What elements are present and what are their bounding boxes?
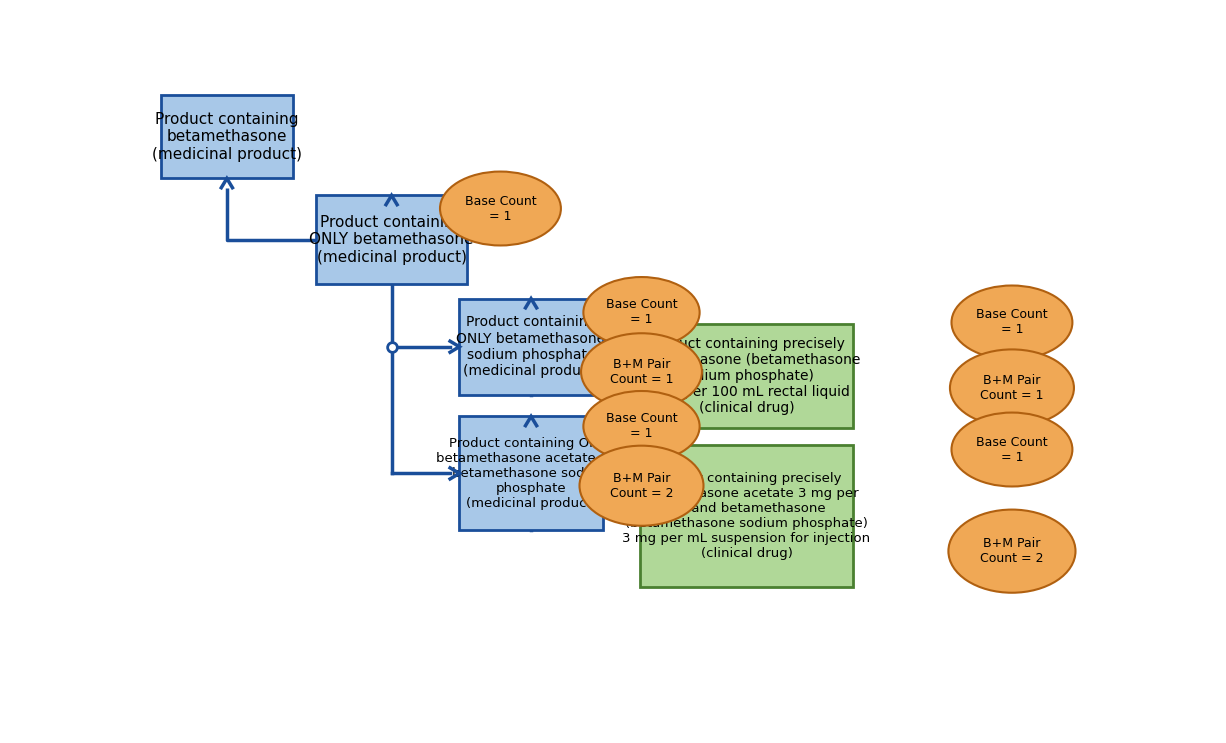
Ellipse shape	[440, 172, 562, 245]
FancyBboxPatch shape	[640, 324, 853, 428]
Text: B+M Pair
Count = 2: B+M Pair Count = 2	[981, 537, 1043, 565]
Text: Base Count
= 1: Base Count = 1	[976, 308, 1048, 337]
FancyBboxPatch shape	[460, 299, 603, 395]
Text: B+M Pair
Count = 2: B+M Pair Count = 2	[609, 472, 673, 500]
FancyBboxPatch shape	[316, 195, 467, 284]
Text: Base Count
= 1: Base Count = 1	[606, 299, 677, 326]
Ellipse shape	[581, 334, 702, 410]
Text: B+M Pair
Count = 1: B+M Pair Count = 1	[981, 374, 1043, 402]
Text: Product containing
ONLY betamethasone
(medicinal product): Product containing ONLY betamethasone (m…	[309, 215, 473, 265]
Ellipse shape	[950, 349, 1074, 426]
FancyBboxPatch shape	[161, 95, 293, 178]
Text: Base Count
= 1: Base Count = 1	[465, 195, 536, 222]
FancyBboxPatch shape	[460, 416, 603, 531]
Text: Product containing precisely
betamethasone acetate 3 mg per
mL and betamethasone: Product containing precisely betamethaso…	[623, 472, 870, 560]
Ellipse shape	[949, 510, 1075, 593]
Text: Product containing ONLY
betamethasone acetate and
betamethasone sodium
phosphate: Product containing ONLY betamethasone ac…	[436, 437, 625, 510]
Text: Base Count
= 1: Base Count = 1	[976, 435, 1048, 464]
Text: Product containing precisely
betamethasone (betamethasone
sodium phosphate)
5 mg: Product containing precisely betamethaso…	[633, 337, 861, 415]
Text: Product containing
ONLY betamethasone
sodium phosphate
(medicinal product): Product containing ONLY betamethasone so…	[456, 316, 606, 378]
Text: Base Count
= 1: Base Count = 1	[606, 412, 677, 441]
Text: B+M Pair
Count = 1: B+M Pair Count = 1	[609, 357, 673, 386]
Ellipse shape	[584, 391, 700, 462]
Ellipse shape	[584, 277, 700, 348]
Ellipse shape	[580, 446, 704, 526]
FancyBboxPatch shape	[640, 445, 853, 588]
Text: Product containing
betamethasone
(medicinal product): Product containing betamethasone (medici…	[152, 112, 302, 162]
Ellipse shape	[951, 285, 1073, 360]
Ellipse shape	[951, 412, 1073, 487]
